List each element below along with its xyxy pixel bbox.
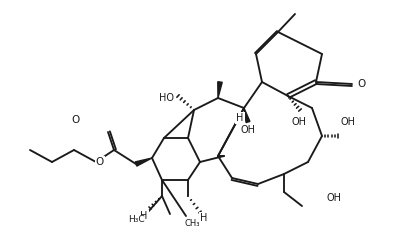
Text: H: H xyxy=(140,211,148,221)
Text: OH: OH xyxy=(326,193,341,203)
Text: OH: OH xyxy=(292,117,307,127)
Polygon shape xyxy=(135,158,152,166)
Text: OH: OH xyxy=(240,125,255,135)
Polygon shape xyxy=(244,108,250,123)
Polygon shape xyxy=(218,82,222,98)
Text: H: H xyxy=(200,213,208,223)
Text: O: O xyxy=(358,79,366,89)
Text: H₃C: H₃C xyxy=(128,215,144,225)
Text: H: H xyxy=(236,113,244,123)
Text: OH: OH xyxy=(341,117,356,127)
Text: O: O xyxy=(96,157,104,167)
Text: O: O xyxy=(72,115,80,125)
Text: HO: HO xyxy=(158,93,173,103)
Text: CH₃: CH₃ xyxy=(184,219,200,229)
